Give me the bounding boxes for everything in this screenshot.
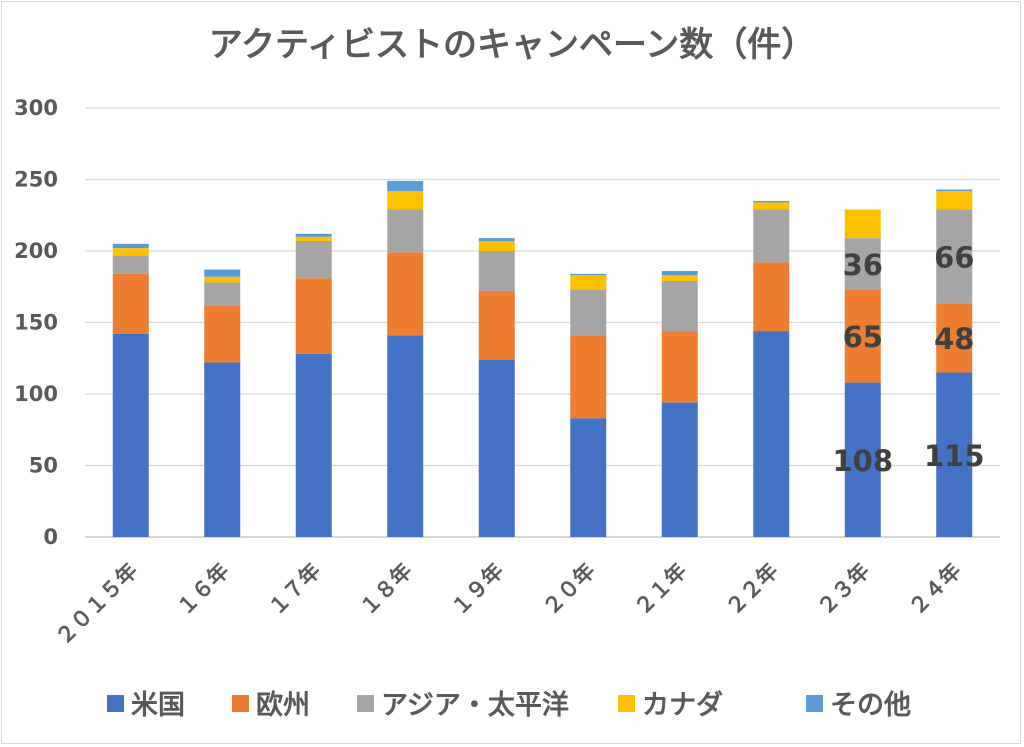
legend: 米国 欧州 アジア・太平洋 カナダ その他 — [107, 689, 911, 721]
y-tick-label: 300 — [14, 96, 58, 120]
bar-segment — [478, 251, 515, 292]
bar-segment — [753, 209, 790, 263]
bar-segment — [204, 282, 241, 306]
bar-segment — [295, 278, 332, 354]
bar-segment — [204, 362, 241, 537]
bar-segment — [112, 243, 149, 249]
bar-segment — [387, 209, 424, 253]
data-label: 108 — [832, 444, 893, 478]
bars — [112, 180, 973, 537]
x-tick-label: １９年 — [447, 559, 509, 621]
bar-segment — [753, 262, 790, 332]
bar-segment — [204, 269, 241, 277]
bar-segment — [570, 418, 607, 537]
bar-segment — [753, 202, 790, 210]
bar-segment — [936, 190, 973, 210]
legend-swatch — [107, 695, 124, 712]
bar-segment — [661, 402, 698, 537]
legend-swatch — [232, 695, 249, 712]
bar-segment — [936, 372, 973, 537]
x-tick-label: ２３年 — [813, 559, 875, 621]
bar-segment — [112, 255, 149, 274]
x-tick-label: ２１年 — [630, 559, 692, 621]
x-tick-label: ２４年 — [904, 559, 966, 621]
bar-segment — [661, 331, 698, 403]
bar-segment — [478, 238, 515, 241]
bar-segment — [295, 236, 332, 241]
bar-segment — [112, 248, 149, 256]
legend-swatch — [806, 695, 823, 712]
bar-segment — [295, 233, 332, 237]
bar-segment — [661, 275, 698, 282]
x-axis: ２０１５年 １６年 １７年 １８年 １９年 ２０年 ２１年 ２２年 ２３年 ２４年 — [51, 559, 966, 650]
legend-label: 米国 — [131, 690, 185, 721]
data-labels: 108 65 36 115 48 66 — [832, 241, 984, 478]
data-label: 36 — [843, 248, 883, 282]
bar-segment — [387, 180, 424, 191]
bar-segment — [936, 303, 973, 373]
y-tick-label: 250 — [14, 168, 58, 192]
bar-segment — [387, 190, 424, 210]
legend-label: その他 — [830, 690, 911, 721]
x-tick-label: ２２年 — [721, 559, 783, 621]
y-tick-label: 200 — [14, 239, 58, 263]
data-label: 115 — [924, 439, 985, 473]
bar-segment — [570, 289, 607, 336]
bar-segment — [661, 281, 698, 332]
y-axis: 0 50 100 150 200 250 300 — [14, 96, 58, 549]
y-tick-label: 100 — [14, 382, 58, 406]
legend-label: カナダ — [642, 689, 723, 721]
legend-label: アジア・太平洋 — [381, 689, 569, 721]
bar-segment — [478, 291, 515, 360]
bar-segment — [204, 276, 241, 283]
bar-segment — [844, 382, 881, 537]
x-tick-label: ２０１５年 — [51, 559, 142, 650]
data-label: 48 — [934, 322, 974, 356]
legend-label: 欧州 — [256, 690, 310, 721]
bar-segment — [661, 271, 698, 276]
bar-segment — [844, 209, 881, 239]
bar-segment — [753, 200, 790, 203]
bar-segment — [387, 335, 424, 537]
bar-segment — [570, 275, 607, 290]
x-tick-label: １６年 — [172, 559, 234, 621]
x-tick-label: ２０年 — [538, 559, 600, 621]
y-tick-label: 0 — [43, 525, 58, 549]
data-label: 66 — [934, 241, 974, 275]
y-tick-label: 150 — [14, 311, 58, 335]
bar-segment — [570, 335, 607, 419]
bar-segment — [478, 359, 515, 537]
bar-segment — [936, 189, 973, 191]
y-tick-label: 50 — [29, 454, 58, 478]
bar-segment — [295, 353, 332, 537]
bar-segment — [570, 273, 607, 276]
bar-segment — [204, 305, 241, 363]
bar-segment — [936, 209, 973, 304]
bar-segment — [112, 333, 149, 537]
chart-title: アクティビストのキャンペーン数（件） — [209, 25, 816, 65]
data-label: 65 — [843, 320, 883, 354]
legend-swatch — [357, 695, 374, 712]
bar-segment — [753, 331, 790, 537]
bar-segment — [112, 273, 149, 334]
bar-segment — [844, 289, 881, 383]
x-tick-label: １７年 — [264, 559, 326, 621]
legend-swatch — [618, 695, 635, 712]
x-tick-label: １８年 — [355, 559, 417, 621]
bar-segment — [844, 238, 881, 290]
bar-segment — [295, 240, 332, 279]
bar-segment — [387, 252, 424, 336]
bar-segment — [478, 240, 515, 251]
